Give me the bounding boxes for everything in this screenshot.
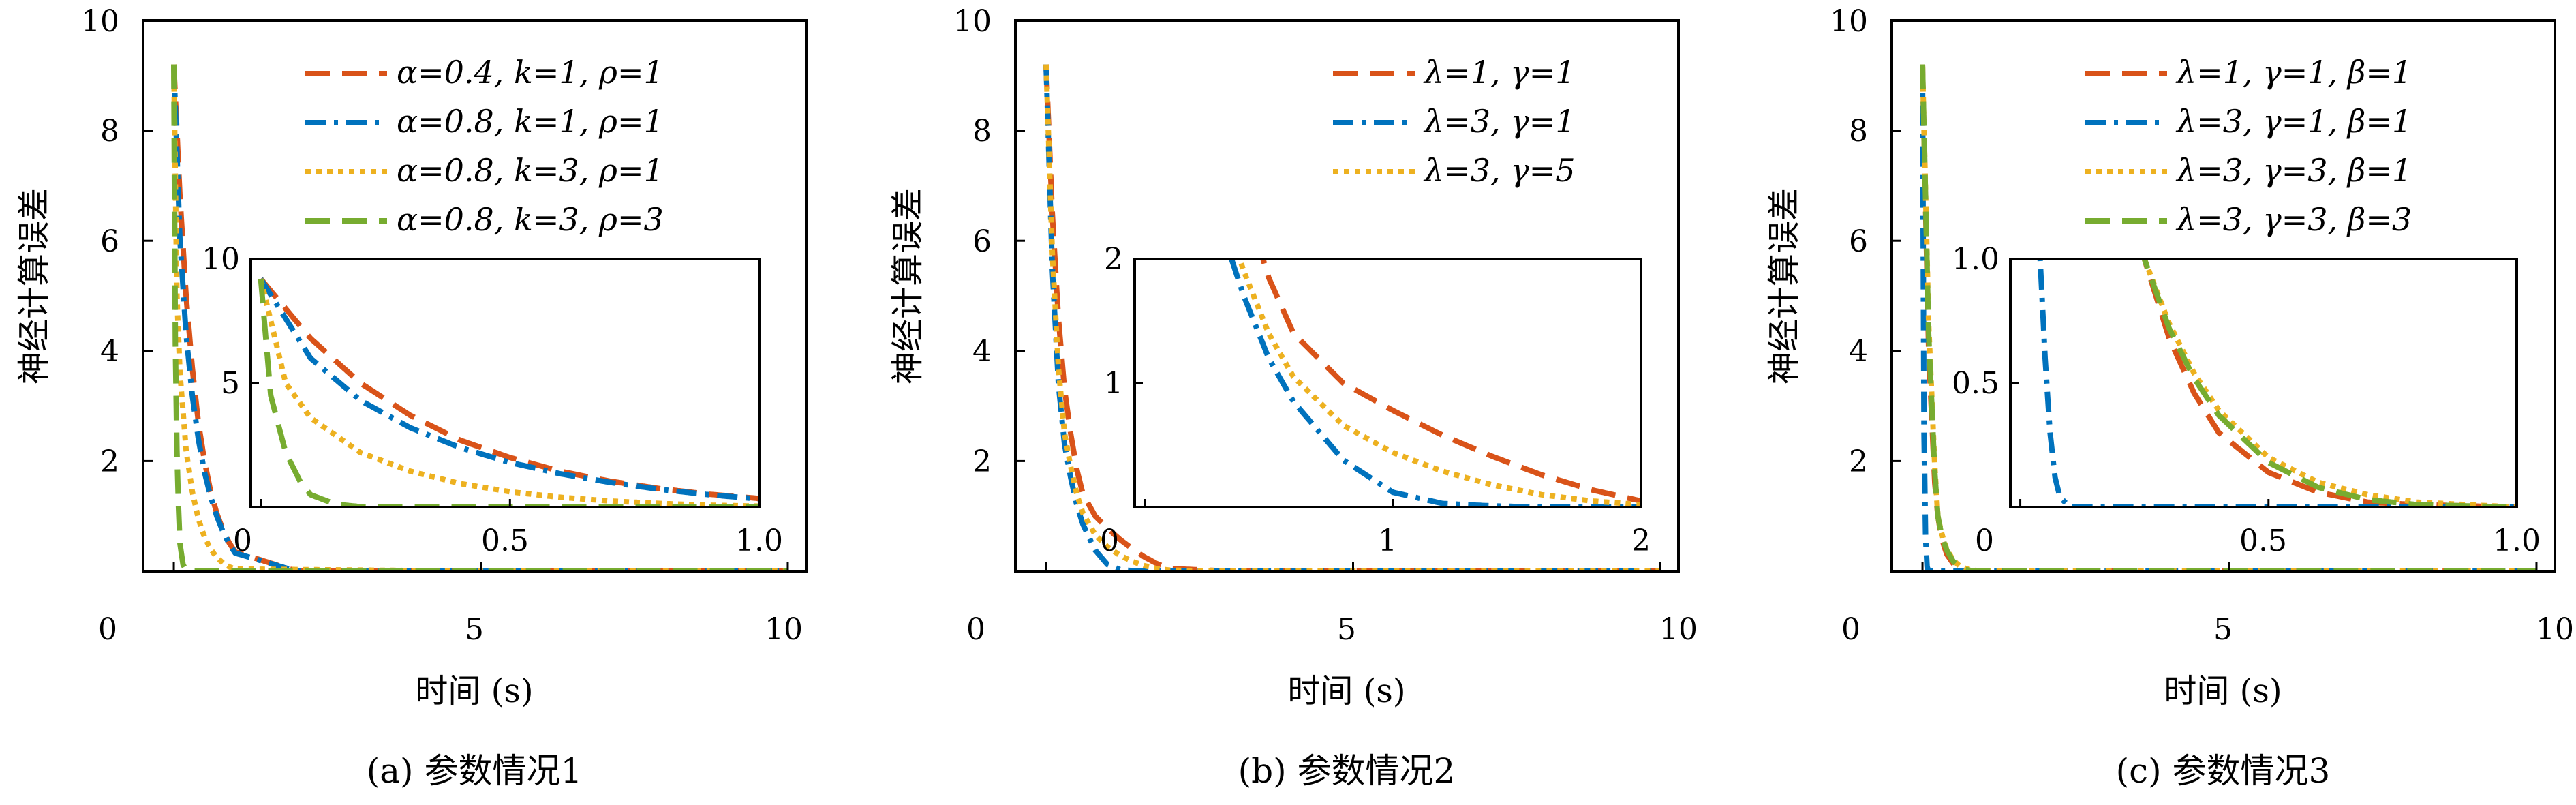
- panel-b: 0 5 10 2 4 6 8 10 神经计算误差 时间 (s) (b) 参数情况…: [889, 4, 1698, 791]
- panel-a-inset-xtick-2: 1.0: [735, 523, 783, 558]
- panel-c-inset: 0 0.5 1.0 0.5 1.0: [1952, 242, 2541, 558]
- panel-c-legend-entry-0: λ=1, γ=1, β=1: [2175, 54, 2412, 91]
- panel-c-ticks: [1892, 19, 2538, 571]
- panel-a-inset-series-1: [258, 277, 759, 502]
- panel-c-legend-entry-2: λ=3, γ=3, β=1: [2175, 152, 2412, 189]
- panel-a-legend-entry-3: α=0.8, k=3, ρ=3: [397, 201, 664, 238]
- panel-c-ytick-2: 6: [1849, 224, 1868, 259]
- panel-b-ytick-3: 8: [972, 114, 992, 149]
- panel-b-legend-entry-2: λ=3, γ=5: [1423, 152, 1576, 189]
- panel-a-legend-entry-1: α=0.8, k=1, ρ=1: [397, 103, 664, 140]
- panel-c-ylabel: 神经计算误差: [1765, 188, 1803, 384]
- panel-c-inset-xtick-2: 1.0: [2493, 523, 2541, 558]
- panel-c-xtick-1: 5: [2213, 612, 2233, 647]
- panel-a-ytick-2: 6: [100, 224, 119, 259]
- panel-c-xlabel: 时间 (s): [2164, 672, 2282, 710]
- panel-a-inset-xtick-0: 0: [233, 523, 252, 558]
- panel-a-inset-series-2: [258, 278, 759, 507]
- panel-b-inset-xtick-0: 0: [1100, 523, 1119, 558]
- panel-c: 0 5 10 2 4 6 8 10 神经计算误差 时间 (s) (c) 参数情况…: [1765, 4, 2574, 791]
- panel-b-xlabel: 时间 (s): [1287, 672, 1405, 710]
- panel-b-xtick-2: 10: [1659, 612, 1698, 647]
- panel-b-inset-ytick-1: 2: [1104, 242, 1123, 277]
- panel-b-inset-series-0: [1260, 259, 1641, 504]
- panel-a-axes-box: [142, 19, 808, 573]
- panel-c-inset-xtick-0: 0: [1975, 523, 1994, 558]
- panel-a-caption: (a) 参数情况1: [367, 751, 583, 791]
- panel-b-axes-box: [1014, 19, 1680, 573]
- panel-a-ytick-1: 4: [100, 334, 119, 369]
- panel-c-ytick-1: 4: [1849, 334, 1868, 369]
- panel-a-ticks: [143, 19, 789, 571]
- panel-c-inset-xtick-1: 0.5: [2239, 523, 2287, 558]
- panel-a-inset-ytick-1: 10: [202, 242, 240, 277]
- panel-c-inset-ytick-1: 1.0: [1952, 242, 1999, 277]
- panel-c-xtick-0: 0: [1841, 612, 1860, 647]
- panel-a-xlabel: 时间 (s): [415, 672, 533, 710]
- panel-b-ytick-4: 10: [953, 4, 992, 39]
- panel-c-inset-curves: [2037, 259, 2517, 507]
- panel-a-inset-ticks: [251, 258, 761, 507]
- panel-a-inset-curves: [258, 277, 759, 507]
- panel-a-curves: [171, 64, 789, 571]
- panel-a-legend: α=0.4, k=1, ρ=1 α=0.8, k=1, ρ=1 α=0.8, k…: [305, 54, 664, 238]
- panel-b-inset-xtick-1: 1: [1378, 523, 1397, 558]
- panel-a-legend-entry-2: α=0.8, k=3, ρ=1: [397, 152, 664, 189]
- panel-a-xtick-0: 0: [98, 612, 117, 647]
- panel-c-legend-entry-3: λ=3, γ=3, β=3: [2175, 201, 2412, 238]
- panel-a: 0 5 10 2 4 6 8 10 神经计算误差 时间 (s) (a) 参数情况…: [15, 4, 808, 791]
- panel-c-ytick-0: 2: [1849, 444, 1868, 479]
- panel-a-ytick-4: 10: [81, 4, 119, 39]
- panel-c-ytick-3: 8: [1849, 114, 1868, 149]
- panel-a-xtick-1: 5: [465, 612, 484, 647]
- panel-b-inset-bg: [1135, 259, 1641, 507]
- panel-a-inset-bg: [251, 259, 759, 507]
- panel-a-xtick-2: 10: [765, 612, 803, 647]
- panel-c-inset-series-0: [2141, 259, 2517, 507]
- panel-b-series-0: [1043, 64, 1661, 571]
- panel-c-ytick-4: 10: [1830, 4, 1868, 39]
- panel-b-curves: [1043, 64, 1661, 571]
- panel-c-caption: (c) 参数情况3: [2116, 751, 2331, 791]
- panel-b-inset-ticks: [1135, 258, 1642, 507]
- panel-b-xtick-0: 0: [966, 612, 985, 647]
- panel-b-xtick-1: 5: [1337, 612, 1356, 647]
- panel-c-legend-entry-1: λ=3, γ=1, β=1: [2175, 103, 2412, 140]
- panel-a-ytick-3: 8: [100, 114, 119, 149]
- panel-b-ytick-0: 2: [972, 444, 992, 479]
- panel-c-legend: λ=1, γ=1, β=1 λ=3, γ=1, β=1 λ=3, γ=3, β=…: [2085, 54, 2412, 238]
- panel-a-inset-ytick-0: 5: [221, 366, 240, 401]
- panel-b-ylabel: 神经计算误差: [889, 188, 927, 384]
- panel-a-inset-series-3: [258, 278, 759, 507]
- panel-c-inset-ticks: [2010, 258, 2518, 507]
- panel-b-inset-xtick-2: 2: [1631, 523, 1651, 558]
- panel-b-inset-series-1: [1228, 259, 1641, 507]
- panel-b-ticks: [1015, 19, 1661, 571]
- panel-c-axes-box: [1890, 19, 2556, 573]
- panel-b-caption: (b) 参数情况2: [1238, 751, 1456, 791]
- panel-c-inset-ytick-0: 0.5: [1952, 366, 1999, 401]
- panel-b-legend-entry-1: λ=3, γ=1: [1423, 103, 1576, 140]
- panel-b-ytick-2: 6: [972, 224, 992, 259]
- panel-b-legend-entry-0: λ=1, γ=1: [1423, 54, 1576, 91]
- panel-a-inset-series-0: [258, 277, 759, 502]
- panel-b-inset-curves: [1228, 259, 1641, 507]
- panel-b-inset-ytick-0: 1: [1104, 366, 1123, 401]
- panel-b-inset: 0 1 2 1 2: [1100, 242, 1651, 558]
- panel-a-legend-entry-0: α=0.4, k=1, ρ=1: [397, 54, 664, 91]
- panel-b-inset-series-2: [1236, 259, 1641, 507]
- panel-a-series-1: [171, 64, 789, 571]
- panel-a-ylabel: 神经计算误差: [15, 188, 53, 384]
- panel-c-xtick-2: 10: [2536, 612, 2574, 647]
- panel-b-ytick-1: 4: [972, 334, 992, 369]
- panel-a-inset-xtick-1: 0.5: [481, 523, 529, 558]
- panel-a-ytick-0: 2: [100, 444, 119, 479]
- panel-b-series-2: [1043, 64, 1661, 571]
- panel-a-inset: 0 0.5 1.0 5 10: [202, 242, 783, 558]
- panel-b-legend: λ=1, γ=1 λ=3, γ=1 λ=3, γ=5: [1333, 54, 1576, 189]
